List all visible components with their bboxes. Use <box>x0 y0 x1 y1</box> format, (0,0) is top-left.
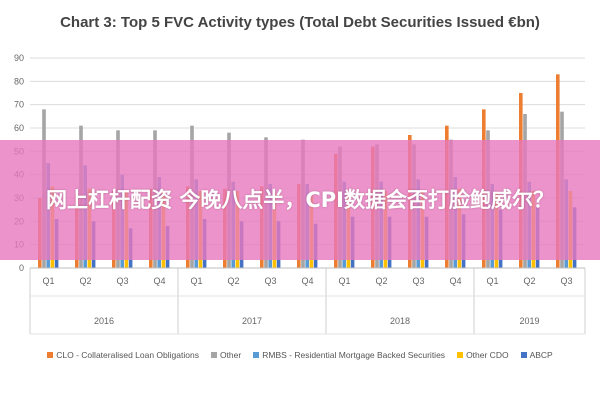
legend-swatch <box>253 352 260 358</box>
legend-label: RMBS - Residential Mortgage Backed Secur… <box>262 350 446 360</box>
x-tick-label: Q1 <box>486 276 498 286</box>
y-tick-label: 90 <box>14 53 24 63</box>
year-group-label: 2018 <box>390 316 410 326</box>
overlay-headline: 网上杠杆配资 今晚八点半，CPI数据会否打脸鲍威尔？ <box>46 188 554 212</box>
legend-label: CLO - Collateralised Loan Obligations <box>56 350 199 360</box>
x-tick-label: Q2 <box>79 276 91 286</box>
legend-swatch <box>520 352 527 358</box>
x-tick-label: Q4 <box>301 276 313 286</box>
x-tick-label: Q3 <box>560 276 572 286</box>
x-tick-label: Q3 <box>412 276 424 286</box>
year-group-label: 2019 <box>519 316 539 326</box>
y-tick-label: 0 <box>19 263 24 273</box>
legend-item: RMBS - Residential Mortgage Backed Secur… <box>253 350 445 360</box>
x-tick-label: Q2 <box>227 276 239 286</box>
legend-item: Other CDO <box>457 350 509 360</box>
legend-swatch <box>210 352 217 358</box>
x-tick-label: Q1 <box>190 276 202 286</box>
year-group-label: 2017 <box>242 316 262 326</box>
x-tick-label: Q3 <box>116 276 128 286</box>
year-group-label: 2016 <box>94 316 114 326</box>
x-tick-label: Q1 <box>338 276 350 286</box>
y-tick-label: 80 <box>14 76 24 86</box>
chart-legend: CLO - Collateralised Loan Obligations Oth… <box>0 350 600 360</box>
legend-label: Other <box>219 350 242 360</box>
legend-item: ABCP <box>520 350 553 360</box>
x-tick-label: Q4 <box>153 276 165 286</box>
overlay-banner: 网上杠杆配资 今晚八点半，CPI数据会否打脸鲍威尔？ <box>0 140 600 260</box>
legend-label: Other CDO <box>466 350 509 360</box>
x-tick-label: Q2 <box>523 276 535 286</box>
x-tick-label: Q4 <box>449 276 461 286</box>
x-tick-label: Q3 <box>264 276 276 286</box>
y-tick-label: 60 <box>14 123 24 133</box>
x-tick-label: Q1 <box>42 276 54 286</box>
legend-item: Other <box>210 350 242 360</box>
legend-item: CLO - Collateralised Loan Obligations <box>47 350 199 360</box>
chart-title: Chart 3: Top 5 FVC Activity types (Total… <box>60 14 540 31</box>
legend-swatch <box>457 352 464 358</box>
y-tick-label: 70 <box>14 100 24 110</box>
x-tick-label: Q2 <box>375 276 387 286</box>
legend-label: ABCP <box>529 350 553 360</box>
legend-swatch <box>47 352 54 358</box>
